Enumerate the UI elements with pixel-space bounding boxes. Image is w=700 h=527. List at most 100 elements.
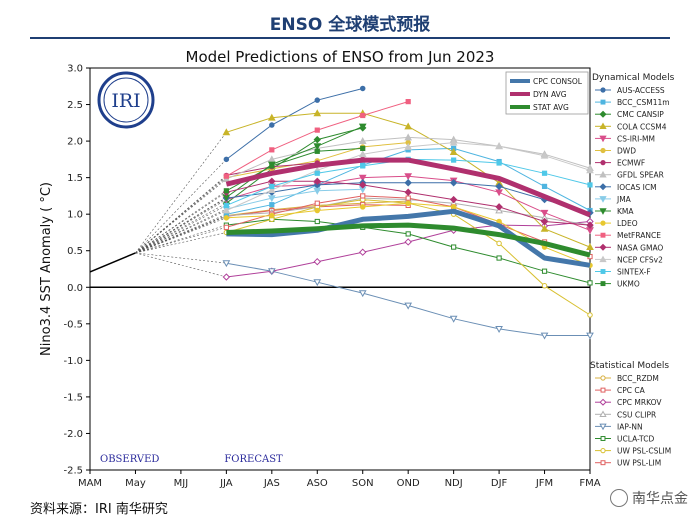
observed-connector <box>135 205 227 254</box>
data-point <box>313 257 321 266</box>
legend-label: STAT AVG <box>533 103 569 112</box>
data-point <box>586 221 594 229</box>
y-tick-label: 3.0 <box>67 64 83 75</box>
data-point <box>540 209 549 217</box>
y-tick-label: 0.5 <box>67 246 83 257</box>
legend-label: ECMWF <box>617 159 645 168</box>
legend-marker <box>600 448 606 454</box>
data-point <box>404 133 413 141</box>
data-point <box>404 238 412 246</box>
legend-marker <box>599 423 607 431</box>
observed-connector <box>135 210 227 254</box>
x-tick-label: ASO <box>307 478 328 489</box>
data-point <box>496 240 502 247</box>
data-point <box>496 255 502 261</box>
data-point <box>449 195 458 204</box>
legend-heading-statistical: Statistical Models <box>590 361 669 371</box>
source-note: 资料来源：IRI 南华研究 <box>30 502 168 517</box>
data-point <box>359 248 367 256</box>
legend-label: AUS-ACCESS <box>617 86 665 95</box>
data-point <box>222 206 231 214</box>
data-point <box>404 188 412 196</box>
x-tick-label: MAM <box>78 478 102 489</box>
data-point <box>314 200 320 206</box>
data-point <box>586 243 594 250</box>
legend-marker <box>600 387 606 393</box>
legend-marker <box>600 436 606 441</box>
legend-label: UW PSL-LIM <box>617 459 661 468</box>
observed-connector <box>135 159 227 254</box>
series-ncep-cfsv2 <box>222 138 594 214</box>
data-point <box>404 179 412 187</box>
logo-text: IRI <box>111 90 140 112</box>
legend-marker <box>600 220 606 226</box>
data-point <box>404 302 413 310</box>
legend-label: CS-IRI-MM <box>617 134 655 143</box>
data-point <box>358 137 367 144</box>
x-tick-label: NDJ <box>445 478 463 489</box>
legend-marker <box>599 183 607 191</box>
data-point <box>269 147 275 153</box>
data-point <box>451 244 457 250</box>
legend-label: MetFRANCE <box>617 231 661 240</box>
series-nasa-gmao <box>222 177 594 229</box>
data-point <box>587 280 593 286</box>
legend-label: IAP-NN <box>617 422 643 431</box>
data-point <box>541 268 548 274</box>
x-tick-label: OND <box>397 478 420 489</box>
y-tick-label: 2.5 <box>67 100 83 111</box>
data-point <box>267 113 276 121</box>
data-point <box>404 173 413 181</box>
data-point <box>541 170 548 176</box>
data-point <box>496 160 502 166</box>
data-point <box>314 148 320 154</box>
x-tick-label: SON <box>352 478 374 489</box>
legend-marker <box>600 281 606 287</box>
legend-label: SINTEX-F <box>617 268 651 277</box>
data-point <box>359 204 366 210</box>
plot-frame <box>89 67 591 471</box>
data-point <box>223 224 229 230</box>
legend-marker <box>599 122 607 130</box>
data-point <box>495 326 503 333</box>
y-tick-label: -0.5 <box>63 319 83 330</box>
legend-label: CPC MRKOV <box>617 398 662 407</box>
data-point <box>360 193 366 199</box>
data-point <box>587 182 593 188</box>
legend-label: UCLA-TCD <box>617 435 654 444</box>
logo-inner-ring <box>103 77 149 123</box>
chart-title: Model Predictions of ENSO from Jun 2023 <box>186 48 495 66</box>
legend-marker <box>600 375 606 381</box>
y-tick-label: -2.0 <box>63 429 83 440</box>
observed-label: OBSERVED <box>100 454 159 465</box>
legend-label: DYN AVG <box>533 90 567 99</box>
legend-label: KMA <box>617 207 634 216</box>
data-point <box>269 163 275 169</box>
data-point <box>358 123 367 131</box>
data-point <box>223 202 229 209</box>
data-point <box>360 145 366 152</box>
data-point <box>267 195 276 203</box>
data-point <box>222 260 231 268</box>
x-tick-label: MJJ <box>174 478 189 489</box>
legend-label: CSU CLIPR <box>617 410 656 419</box>
data-point <box>360 112 366 119</box>
data-point <box>449 179 458 187</box>
y-tick-label: -2.5 <box>63 466 83 477</box>
legend-label: NASA GMAO <box>617 243 663 252</box>
data-point <box>405 99 411 105</box>
legend-marker <box>599 110 607 118</box>
data-point <box>495 142 503 150</box>
legend-marker <box>599 170 607 178</box>
data-point <box>540 332 549 340</box>
legend-marker <box>600 160 606 166</box>
legend-marker <box>599 208 607 215</box>
data-point <box>405 195 411 201</box>
legend-label: COLA CCSM4 <box>617 122 667 131</box>
data-point <box>269 212 275 219</box>
data-point <box>449 315 458 323</box>
series-line <box>226 188 363 210</box>
data-point <box>313 177 321 185</box>
data-point <box>269 122 275 128</box>
data-point <box>405 200 411 206</box>
